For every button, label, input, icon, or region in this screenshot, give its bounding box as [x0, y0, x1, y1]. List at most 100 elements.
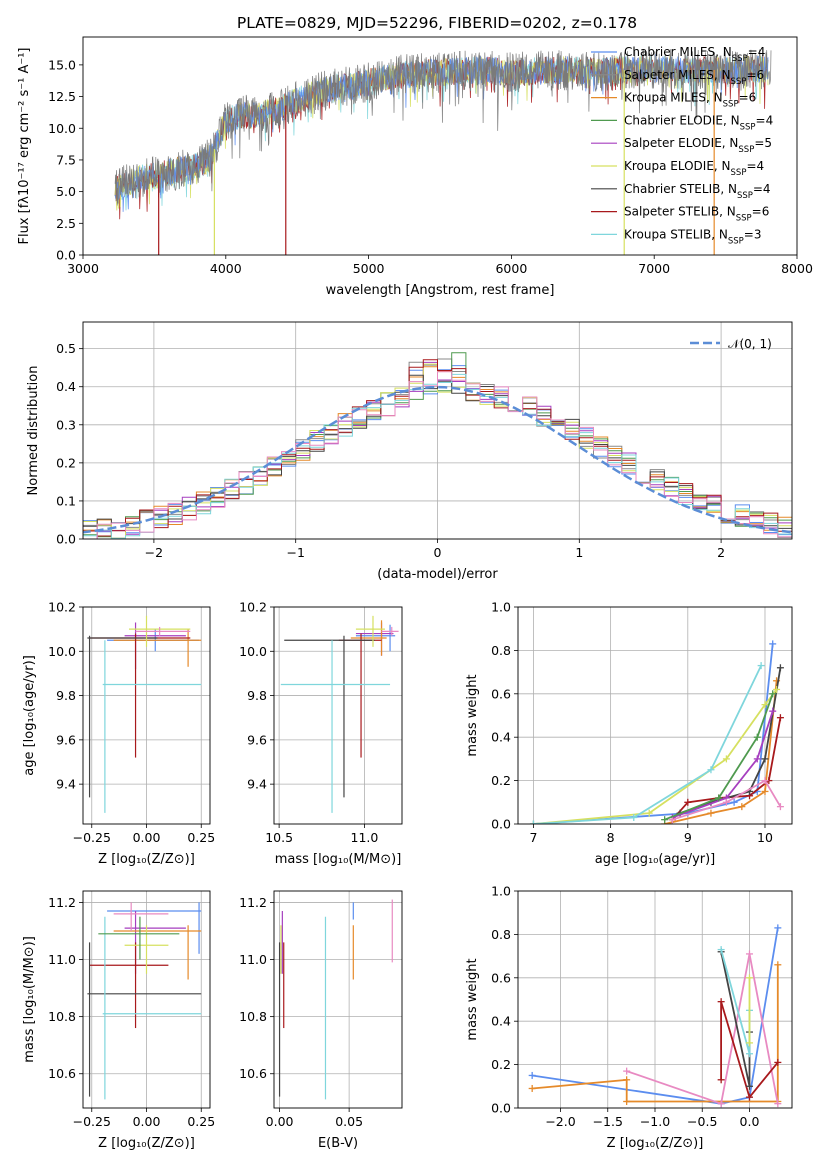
y-tick-label: 9.4 [56, 777, 76, 792]
plot-area-residuals [83, 352, 792, 539]
data-point [113, 629, 202, 667]
data-point [280, 640, 391, 813]
weight-marker [745, 1050, 753, 1058]
y-tick-label: 9.8 [56, 688, 76, 703]
data-point [284, 635, 375, 798]
weight-marker [645, 809, 653, 817]
weight-marker [623, 1067, 631, 1075]
x-tick-label: 8 [607, 830, 615, 845]
y-tick-label: 0.4 [56, 379, 76, 394]
x-tick-label: −0.25 [73, 830, 111, 845]
x-tick-label: 0.00 [266, 1114, 294, 1129]
weight-series-line [533, 665, 762, 824]
weight-marker [745, 1093, 753, 1101]
weight-marker [529, 820, 537, 824]
y-tick-label: 5.0 [56, 184, 76, 199]
y-tick-label: 10.2 [48, 600, 76, 615]
y-tick-label: 0.6 [491, 970, 511, 985]
x-axis-label: age [log₁₀(age/yr)] [595, 852, 716, 867]
data-point [355, 624, 396, 652]
weight-marker [769, 690, 777, 698]
y-axis-label: mass [log₁₀(M/M⊙)] [22, 936, 37, 1063]
data-point [135, 626, 191, 636]
y-tick-label: 11.0 [48, 952, 76, 967]
x-tick-label: 0.25 [187, 1114, 215, 1129]
x-tick-label: 10 [757, 830, 773, 845]
data-point [102, 916, 202, 1100]
weight-marker [745, 1082, 753, 1090]
x-tick-label: 0.00 [133, 830, 161, 845]
weight-marker [776, 714, 784, 722]
weight-series-line [671, 717, 782, 821]
figure-title: PLATE=0829, MJD=52296, FIBERID=0202, z=0… [237, 14, 637, 32]
y-axis-label: mass weight [465, 674, 480, 756]
weight-marker [630, 813, 638, 821]
weight-marker [774, 924, 782, 932]
weight-marker [761, 777, 769, 785]
y-tick-label: 9.4 [247, 777, 267, 792]
spectrum-legend: Chabrier MILES, NSSP=4 Salpeter MILES, NS… [591, 45, 773, 246]
x-tick-label: 6000 [495, 261, 527, 276]
plot-area-weight_vs_Z [528, 924, 782, 1108]
data-point [102, 640, 202, 813]
data-point [113, 925, 202, 980]
legend-label: Kroupa ELODIE, NSSP=4 [624, 159, 764, 178]
data-point [87, 635, 158, 798]
residual-legend: 𝒩(0, 1) [690, 337, 772, 351]
weight-marker [707, 809, 715, 817]
weight-marker [761, 787, 769, 795]
weight-marker [753, 755, 761, 763]
y-tick-label: 11.0 [239, 952, 267, 967]
y-tick-label: 0.6 [491, 686, 511, 701]
y-tick-label: 0.0 [491, 1101, 511, 1116]
x-axis-label: E(B-V) [318, 1136, 358, 1151]
weight-marker [722, 798, 730, 806]
x-tick-label: 4000 [210, 261, 242, 276]
weight-marker [730, 798, 738, 806]
legend-label: Salpeter STELIB, NSSP=6 [624, 205, 769, 224]
weight-marker [623, 1076, 631, 1084]
weight-series-line [672, 779, 782, 821]
y-tick-label: 2.5 [56, 216, 76, 231]
y-tick-label: 10.2 [239, 600, 267, 615]
x-tick-label: 0.05 [335, 1114, 363, 1129]
y-tick-label: 0.0 [56, 532, 76, 547]
x-tick-label: 7000 [638, 261, 670, 276]
axes-residuals: −2 −1 0 1 2 0.0 0.1 0.2 0.3 0.4 0.5 (data-model)/er… [26, 321, 793, 582]
x-axis-label: mass [log₁₀(M/M⊙)] [275, 852, 402, 867]
y-tick-label: 1.0 [491, 600, 511, 615]
weight-marker [776, 803, 784, 811]
axes-weight_vs_Z: −2.0 −1.5 −1.0 −0.5 0.0 0.0 0.2 0.4 0.6 0.8 1.0 Z [… [465, 884, 793, 1151]
weight-marker [738, 803, 746, 811]
legend-label: Chabrier STELIB, NSSP=4 [624, 182, 771, 201]
data-point [113, 902, 169, 931]
y-tick-label: 10.0 [48, 644, 76, 659]
axes-frame [273, 606, 403, 825]
y-tick-label: 0.5 [56, 341, 76, 356]
weight-marker [774, 1058, 782, 1066]
weight-marker [776, 664, 784, 672]
y-tick-label: 0.3 [56, 417, 76, 432]
y-axis-label: Flux [fλ10⁻¹⁷ erg cm⁻² s⁻¹ A⁻¹] [17, 48, 32, 245]
weight-marker [761, 755, 769, 763]
weight-marker [774, 961, 782, 969]
x-tick-label: −2 [145, 545, 163, 560]
axes-age_vs_Z: −0.25 0.00 0.25 9.4 9.6 9.8 10.0 10.2 Z [log₁₀(Z… [22, 600, 215, 868]
y-tick-label: 0.4 [491, 1014, 511, 1029]
y-tick-label: 9.8 [247, 688, 267, 703]
y-tick-label: 0.1 [56, 493, 76, 508]
weight-series-line [672, 710, 774, 819]
x-axis-label: wavelength [Angstrom, rest frame] [326, 283, 555, 298]
weight-marker [745, 950, 753, 958]
weight-series-line [626, 953, 779, 1105]
axes-frame [517, 606, 793, 825]
weight-marker [745, 974, 753, 982]
plot-area-age_vs_Z [87, 615, 202, 813]
plot-area-mass_vs_Z [87, 902, 202, 1100]
weight-marker [722, 755, 730, 763]
x-tick-label: −2.0 [545, 1114, 575, 1129]
data-point [350, 620, 387, 656]
x-axis-label: Z [log₁₀(Z/Z⊙)] [607, 1136, 704, 1151]
y-tick-label: 1.0 [491, 884, 511, 899]
